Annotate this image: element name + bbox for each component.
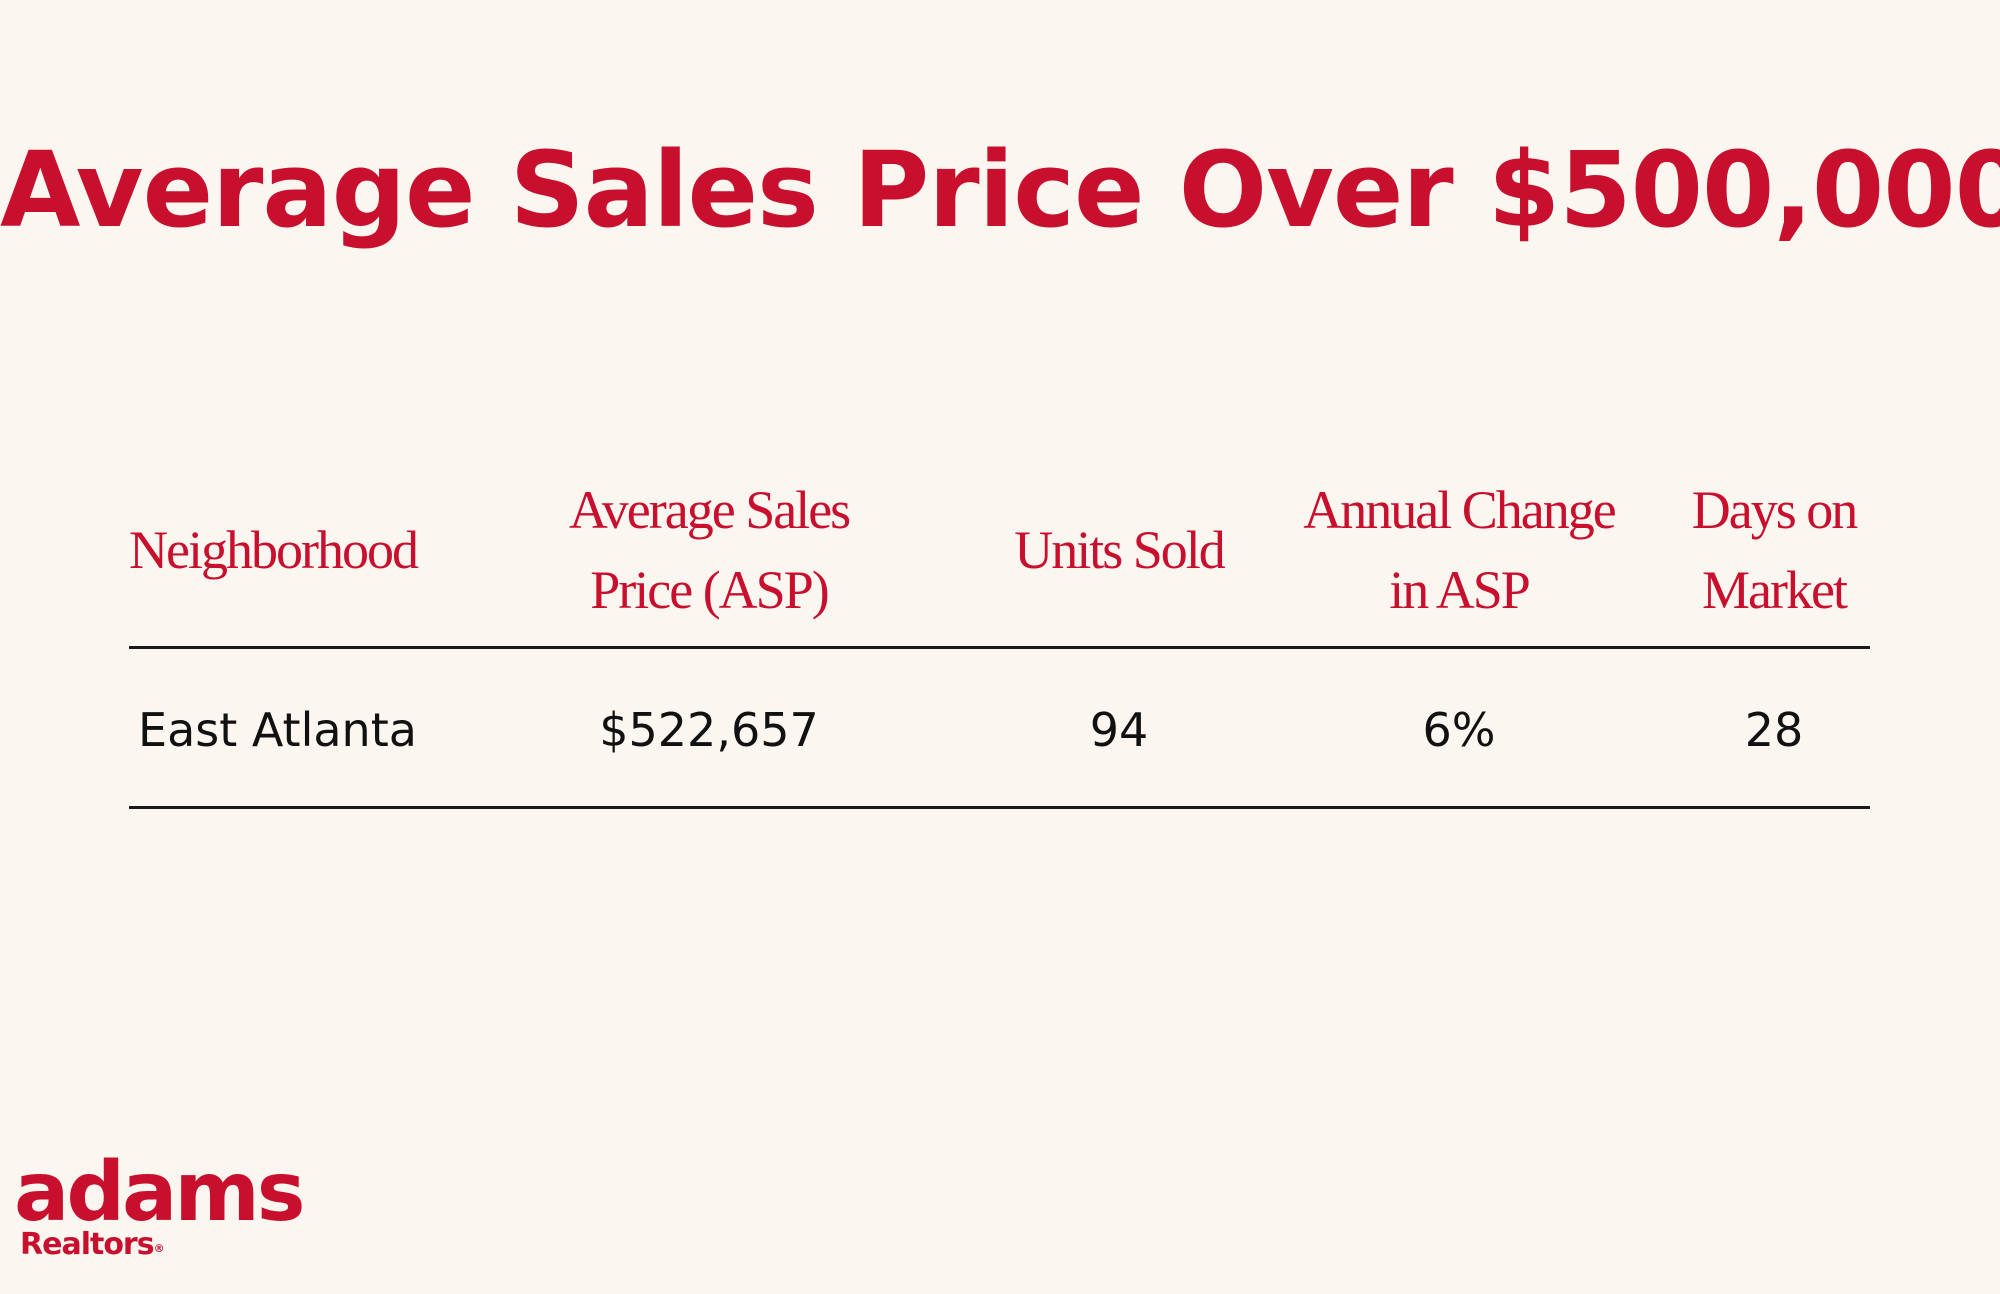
logo-subtitle: Realtors® <box>20 1228 303 1262</box>
cell-annual-change: 6% <box>1422 703 1496 757</box>
logo-wordmark: adams <box>14 1145 306 1240</box>
row-divider <box>129 806 1870 809</box>
header-annual-change: Annual Change in ASP <box>1303 480 1616 620</box>
page-title: Average Sales Price Over $500,000 <box>0 129 2000 251</box>
logo-subtitle-text: Realtors <box>20 1227 155 1262</box>
adams-realtors-logo: adams Realtors® <box>14 1145 306 1262</box>
cell-average-sales-price: $522,657 <box>599 703 819 757</box>
header-units-sold: Units Sold <box>1014 520 1226 580</box>
stats-table: Neighborhood Average Sales Price (ASP) U… <box>129 450 1870 809</box>
header-average-sales-price: Average Sales Price (ASP) <box>568 480 851 620</box>
table-row: East Atlanta $522,657 94 6% 28 <box>129 650 1870 810</box>
header-neighborhood: Neighborhood <box>129 520 419 580</box>
registered-mark: ® <box>153 1242 165 1255</box>
cell-units-sold: 94 <box>1089 703 1149 757</box>
header-divider <box>129 646 1870 649</box>
cell-neighborhood: East Atlanta <box>138 703 417 757</box>
cell-days-on-market: 28 <box>1744 703 1804 757</box>
table-header-row: Neighborhood Average Sales Price (ASP) U… <box>129 450 1870 650</box>
header-days-on-market: Days on Market <box>1691 480 1858 620</box>
